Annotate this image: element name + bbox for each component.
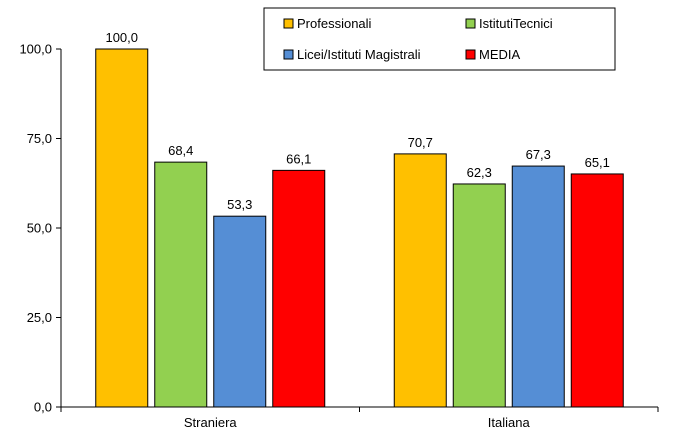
- y-tick-label: 75,0: [27, 131, 52, 146]
- data-label: 53,3: [227, 197, 252, 212]
- value-labels: 100,0 68,4 53,3 66,1 70,7 62,3 67,3 65,1: [105, 30, 609, 212]
- bar: [393, 153, 447, 408]
- bar: [452, 183, 506, 408]
- data-label: 62,3: [467, 165, 492, 180]
- x-tick-label: Straniera: [184, 415, 238, 430]
- legend: Professionali IstitutiTecnici Licei/Istitu…: [263, 7, 616, 71]
- legend-swatch: [465, 18, 476, 29]
- legend-entry: MEDIA: [479, 47, 521, 62]
- bars: [95, 48, 624, 408]
- data-label: 65,1: [585, 155, 610, 170]
- legend-box: [263, 7, 616, 71]
- y-tick-label: 25,0: [27, 310, 52, 325]
- bar: [511, 165, 565, 408]
- bar: [95, 48, 149, 408]
- legend-swatch: [283, 18, 294, 29]
- data-label: 70,7: [408, 135, 433, 150]
- bar: [213, 215, 267, 408]
- legend-swatch: [283, 49, 294, 60]
- data-label: 67,3: [526, 147, 551, 162]
- y-tick-label: 0,0: [34, 400, 52, 415]
- data-label: 66,1: [286, 151, 311, 166]
- bar: [570, 173, 624, 408]
- bar: [154, 161, 208, 408]
- y-tick-label: 100,0: [19, 42, 52, 57]
- y-tick-label: 50,0: [27, 221, 52, 236]
- legend-entry: Licei/Istituti Magistrali: [297, 47, 421, 62]
- legend-entry: IstitutiTecnici: [479, 16, 553, 31]
- data-label: 100,0: [105, 30, 138, 45]
- bar: [272, 169, 326, 408]
- legend-swatch: [465, 49, 476, 60]
- x-tick-label: Italiana: [488, 415, 531, 430]
- legend-entry: Professionali: [297, 16, 372, 31]
- data-label: 68,4: [168, 143, 193, 158]
